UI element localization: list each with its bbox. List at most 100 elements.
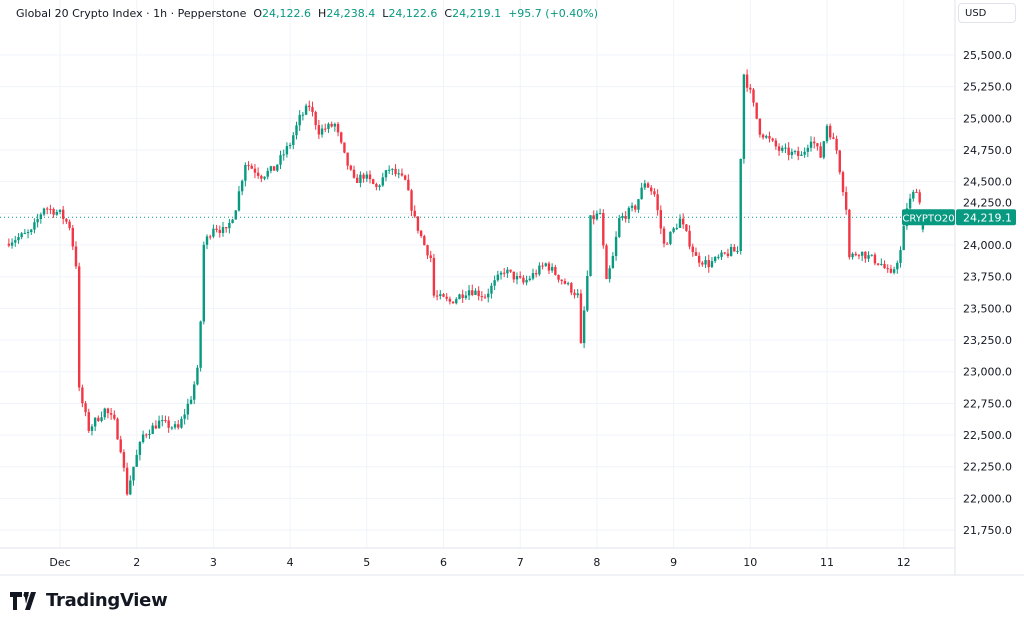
candle-body	[483, 296, 487, 298]
candle-body	[605, 245, 608, 280]
candle-body	[285, 146, 289, 155]
data-source: Pepperstone	[177, 7, 247, 20]
candle-body	[65, 218, 68, 222]
candle-body	[525, 279, 528, 283]
y-tick-label: 25,500.0	[963, 49, 1012, 62]
candle-body	[717, 256, 720, 258]
candle-body	[538, 265, 541, 275]
candle-body	[624, 215, 627, 219]
candle-body	[173, 424, 177, 428]
candle-body	[170, 427, 174, 429]
candle-body	[493, 280, 496, 286]
candle-body	[678, 218, 682, 228]
candle-body	[33, 222, 36, 230]
candle-body	[317, 125, 321, 135]
candle-body	[710, 261, 714, 268]
candle-body	[889, 268, 893, 273]
candle-body	[506, 269, 509, 274]
candle-body	[630, 205, 634, 208]
y-tick-label: 21,750.0	[963, 524, 1012, 537]
candle-body	[902, 226, 905, 251]
y-tick-label: 23,000.0	[963, 366, 1012, 379]
candle-body	[701, 262, 704, 265]
candle-body	[403, 175, 407, 180]
x-tick-label: 11	[820, 556, 834, 569]
candle-body	[193, 384, 196, 400]
candle-body	[324, 128, 327, 130]
y-tick-label: 23,250.0	[963, 334, 1012, 347]
tradingview-logo[interactable]: TradingView	[10, 590, 168, 611]
candle-body	[816, 143, 819, 147]
candle-body	[576, 293, 579, 296]
candle-body	[186, 403, 190, 415]
candle-body	[445, 296, 448, 299]
candle-body	[573, 292, 576, 296]
candle-body	[272, 166, 276, 171]
candle-body	[480, 296, 484, 298]
candle-body	[292, 135, 295, 146]
candle-body	[269, 166, 273, 171]
candle-body	[768, 135, 771, 139]
interval[interactable]: 1h	[153, 7, 168, 20]
last-price-tag	[956, 209, 1016, 226]
candle-body	[806, 147, 810, 152]
candle-body	[787, 147, 790, 156]
candle-body	[10, 242, 14, 246]
candle-body	[52, 209, 55, 215]
candle-body	[685, 224, 688, 231]
candle-body	[177, 424, 180, 428]
candle-body	[46, 208, 49, 210]
candle-body	[71, 227, 74, 247]
candle-body	[148, 433, 151, 435]
candle-body	[263, 176, 266, 179]
candle-body	[915, 191, 918, 193]
x-tick-label: 4	[287, 556, 294, 569]
symbol-tag-text: CRYPTO20	[902, 213, 954, 224]
candle-body	[199, 321, 202, 368]
candle-body	[461, 294, 464, 299]
candle-body	[288, 145, 292, 147]
x-tick-label: Dec	[49, 556, 70, 569]
low-label: L	[382, 7, 389, 20]
candle-body	[336, 123, 340, 133]
candle-body	[477, 290, 480, 297]
candle-body	[541, 265, 544, 267]
candle-body	[515, 276, 519, 280]
candle-body	[218, 229, 221, 233]
candle-body	[563, 280, 567, 284]
candle-body	[58, 209, 62, 213]
candle-body	[720, 252, 723, 257]
x-tick-label: 6	[440, 556, 447, 569]
candle-body	[547, 263, 551, 271]
currency-selector[interactable]: USD	[958, 3, 1016, 23]
candle-body	[30, 229, 33, 232]
candle-body	[61, 209, 65, 219]
candle-body	[844, 192, 848, 210]
candle-body	[496, 274, 500, 281]
candle-body	[809, 141, 813, 148]
candle-body	[458, 294, 461, 300]
candle-body	[627, 207, 631, 219]
symbol-legend: Global 20 Crypto Index · 1h · Pepperston…	[16, 7, 599, 20]
candle-body	[205, 236, 209, 245]
candle-body	[509, 269, 512, 272]
x-tick-label: 7	[517, 556, 524, 569]
candle-body	[560, 279, 563, 281]
candle-body	[742, 74, 746, 159]
candle-body	[260, 175, 263, 179]
candle-body	[691, 246, 694, 253]
last-price-text: 24,219.1	[963, 211, 1012, 224]
candle-body	[797, 151, 800, 156]
candle-body	[688, 230, 691, 247]
candle-body	[129, 480, 132, 495]
candle-body	[474, 290, 477, 295]
candle-body	[825, 125, 829, 142]
candle-body	[180, 418, 183, 428]
candle-body	[857, 255, 861, 257]
candle-body	[346, 152, 349, 166]
candle-body	[793, 151, 797, 153]
close-label: C	[444, 7, 453, 20]
candle-body	[870, 254, 873, 256]
candle-body	[790, 151, 794, 156]
